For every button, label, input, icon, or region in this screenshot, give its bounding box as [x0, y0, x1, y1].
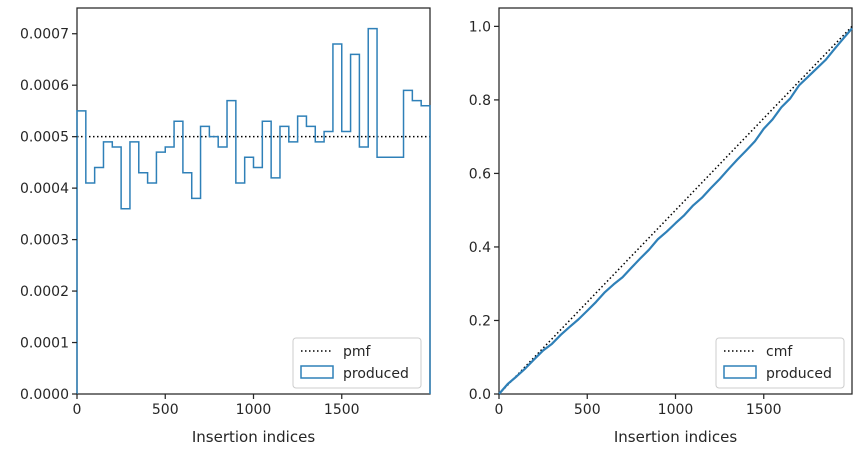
y-tick-label: 0.0004	[20, 181, 69, 197]
cmf-line	[498, 25, 853, 395]
x-tick-label: 1500	[746, 402, 782, 418]
y-tick-label: 0.8	[469, 93, 491, 109]
plot-frame	[498, 7, 853, 395]
y-tick-label: 0.6	[469, 166, 491, 182]
x-tick-label: 0	[73, 402, 82, 418]
y-axis-ticks: 0.0 0.2 0.4 0.6 0.8 1.0	[469, 19, 499, 403]
y-axis-ticks: 0.0000 0.0001 0.0002 0.0003 0.0004 0.0005 0.00…	[20, 27, 77, 403]
y-tick-label: 0.2	[469, 313, 491, 329]
y-tick-label: 0.0005	[20, 130, 69, 146]
x-tick-label: 1500	[324, 402, 360, 418]
legend: pmf produced	[292, 337, 422, 389]
x-axis-label: Insertion indices	[614, 428, 737, 446]
cmf-chart: 0 500 1000 1500 0.0 0.2 0.4 0.6 0.8 1.0 Insertio…	[469, 7, 853, 446]
y-tick-label: 0.0003	[20, 233, 69, 249]
y-tick-label: 1.0	[469, 19, 491, 35]
x-axis-ticks: 0 500 1000 1500	[73, 394, 360, 418]
y-tick-label: 0.0000	[20, 387, 69, 403]
x-axis-label: Insertion indices	[192, 428, 315, 446]
x-tick-label: 500	[152, 402, 179, 418]
y-tick-label: 0.0007	[20, 27, 69, 43]
produced-cumulative-line	[498, 27, 853, 395]
y-tick-label: 0.0	[469, 387, 491, 403]
x-tick-label: 1000	[658, 402, 694, 418]
y-tick-label: 0.0006	[20, 78, 69, 94]
y-tick-label: 0.0002	[20, 284, 69, 300]
legend-pmf-label: pmf	[343, 344, 372, 360]
cmf-marks	[498, 25, 853, 395]
legend-cmf-label: cmf	[766, 344, 793, 360]
pmf-chart: 0 500 1000 1500 0.00000.00010.00020.00030.0…	[20, 7, 431, 446]
legend-produced-swatch	[723, 365, 757, 379]
pmf-marks	[76, 27, 431, 394]
produced-step-line	[76, 27, 431, 394]
legend-produced-swatch	[300, 365, 334, 379]
x-axis-ticks: 0 500 1000 1500	[495, 394, 782, 418]
x-tick-label: 500	[574, 402, 601, 418]
y-tick-label: 0.4	[469, 240, 491, 256]
x-tick-label: 1000	[236, 402, 272, 418]
x-tick-label: 0	[495, 402, 504, 418]
plot-frame	[76, 7, 431, 395]
legend: cmf produced	[715, 337, 845, 389]
legend-produced-label: produced	[343, 366, 409, 382]
y-tick-label: 0.0001	[20, 336, 69, 352]
legend-produced-label: produced	[766, 366, 832, 382]
